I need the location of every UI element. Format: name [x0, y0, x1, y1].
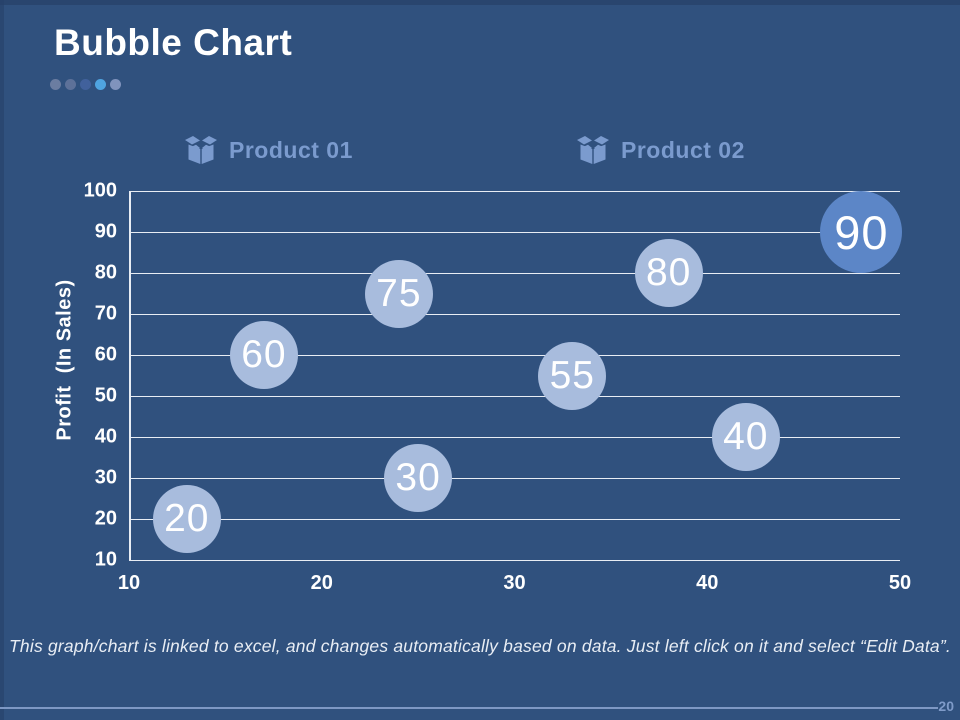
gridline-y-40 [129, 437, 900, 438]
y-tick-label: 10 [94, 548, 117, 571]
gridline-y-20 [129, 519, 900, 520]
y-tick-label: 30 [94, 466, 117, 489]
gridline-y-80 [129, 273, 900, 274]
bubble-product-01-55[interactable]: 55 [538, 341, 607, 410]
y-tick-label: 90 [94, 220, 117, 243]
legend-label: Product 01 [229, 136, 353, 163]
footer-line [0, 707, 938, 709]
gridline-y-50 [129, 396, 900, 397]
accent-dot [80, 79, 91, 90]
x-tick-label: 40 [696, 572, 719, 594]
accent-dots [50, 79, 121, 90]
y-tick-label: 20 [94, 507, 117, 530]
bubble-product-01-60[interactable]: 60 [229, 321, 298, 389]
x-tick-label: 20 [310, 572, 333, 594]
accent-dot [65, 79, 76, 90]
gridline-y-90 [129, 232, 900, 233]
x-tick-label: 30 [503, 572, 526, 594]
y-tick-label: 70 [94, 302, 117, 325]
gridline-y-60 [129, 355, 900, 356]
y-tick-label: 60 [94, 343, 117, 366]
slide-top-edge [0, 0, 960, 5]
y-tick-label: 50 [94, 384, 117, 407]
page-title: Bubble Chart [54, 22, 293, 63]
accent-dot [110, 79, 121, 90]
gridline-y-10 [129, 560, 900, 561]
open-box-icon [185, 136, 217, 164]
y-axis-line [129, 191, 131, 560]
bubble-product-02-90[interactable]: 90 [820, 191, 903, 273]
legend-item-product-01[interactable]: Product 01 [184, 131, 353, 169]
x-tick-label: 50 [888, 572, 912, 594]
slide-left-edge [0, 0, 4, 720]
page-number: 20 [938, 698, 954, 714]
bubble-product-01-30[interactable]: 30 [384, 444, 453, 512]
legend-label: Product 02 [621, 136, 745, 163]
open-box-icon [577, 136, 609, 164]
gridline-y-100 [129, 191, 900, 192]
footer-note: This graph/chart is linked to excel, and… [9, 636, 951, 656]
bubble-product-01-20[interactable]: 20 [152, 485, 221, 553]
bubble-product-01-40[interactable]: 40 [711, 403, 780, 471]
y-tick-label: 80 [94, 261, 117, 284]
bubble-product-01-80[interactable]: 80 [634, 239, 703, 307]
accent-dot [95, 79, 106, 90]
gridline-y-30 [129, 478, 900, 479]
bubble-product-01-75[interactable]: 75 [364, 259, 433, 328]
accent-dot [50, 79, 61, 90]
x-tick-label: 10 [117, 572, 141, 594]
y-tick-label: 100 [83, 179, 117, 202]
legend-item-product-02[interactable]: Product 02 [576, 131, 745, 169]
gridline-y-70 [129, 314, 900, 315]
y-tick-label: 40 [94, 425, 117, 448]
